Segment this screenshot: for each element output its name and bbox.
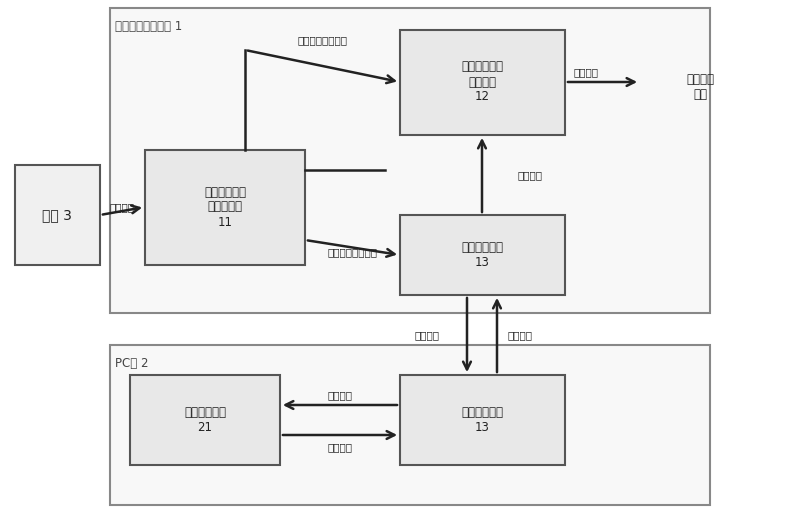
Bar bbox=[400, 375, 565, 465]
Text: 模型训练模块
21: 模型训练模块 21 bbox=[184, 406, 226, 434]
Text: 数据采集及信
号处理模块
11: 数据采集及信 号处理模块 11 bbox=[204, 185, 246, 229]
Text: 设备 3: 设备 3 bbox=[42, 208, 72, 222]
Text: 便携式振动分析仪 1: 便携式振动分析仪 1 bbox=[115, 20, 182, 33]
Bar bbox=[15, 165, 100, 265]
Text: 特征向量（训练）: 特征向量（训练） bbox=[327, 247, 377, 257]
Text: 特征向量: 特征向量 bbox=[327, 390, 353, 400]
Bar bbox=[400, 215, 565, 295]
Bar bbox=[110, 8, 710, 313]
Text: 特征向量（诊断）: 特征向量（诊断） bbox=[297, 35, 347, 45]
Text: 性能退化评估
诊断模块
12: 性能退化评估 诊断模块 12 bbox=[461, 60, 503, 104]
Text: 特征向量: 特征向量 bbox=[414, 330, 439, 340]
Bar bbox=[400, 30, 565, 135]
Text: 信息交互模块
13: 信息交互模块 13 bbox=[461, 406, 503, 434]
Text: 振动信号: 振动信号 bbox=[110, 202, 134, 212]
Text: 模型参数: 模型参数 bbox=[327, 442, 353, 452]
Text: PC机 2: PC机 2 bbox=[115, 357, 149, 370]
Text: 评估结果
输出: 评估结果 输出 bbox=[686, 73, 714, 101]
Text: 模型参数: 模型参数 bbox=[517, 170, 542, 180]
Text: 信息交互模块
13: 信息交互模块 13 bbox=[461, 241, 503, 269]
Text: 模型参数: 模型参数 bbox=[507, 330, 532, 340]
Bar bbox=[110, 345, 710, 505]
Bar bbox=[130, 375, 280, 465]
Bar bbox=[145, 150, 305, 265]
Text: 评估结果: 评估结果 bbox=[573, 67, 598, 77]
